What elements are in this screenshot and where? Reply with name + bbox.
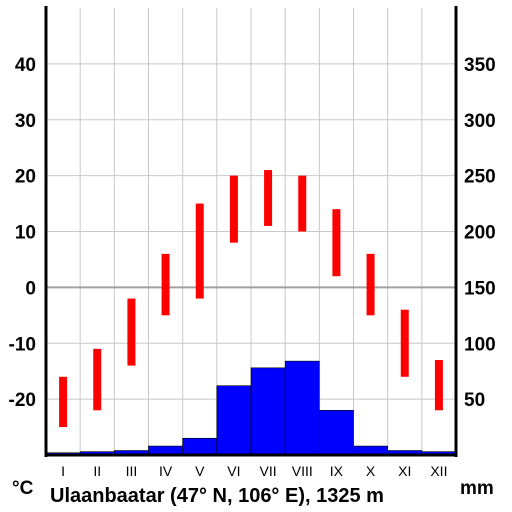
chart-title: Ulaanbaatar (47° N, 106° E), 1325 m bbox=[50, 485, 384, 507]
grid-lines bbox=[46, 8, 456, 455]
temperature-range-bar bbox=[93, 348, 102, 411]
precipitation-tick-label: 250 bbox=[464, 167, 496, 188]
temperature-range-bar bbox=[127, 298, 136, 366]
temperature-range-bar bbox=[59, 376, 68, 428]
month-tick-label: VIII bbox=[292, 463, 313, 479]
axes bbox=[44, 6, 458, 457]
temperature-range-bar bbox=[229, 175, 238, 243]
precipitation-bar bbox=[319, 409, 354, 456]
precipitation-bar bbox=[216, 385, 252, 456]
temperature-range-bar bbox=[332, 209, 341, 277]
temperature-tick-label: 0 bbox=[25, 278, 36, 299]
temperature-tick-label: 20 bbox=[15, 167, 36, 188]
precipitation-unit-label: mm bbox=[460, 478, 494, 499]
precipitation-tick-label: 350 bbox=[464, 55, 496, 76]
month-tick-label: IX bbox=[330, 463, 344, 479]
temperature-range-bar bbox=[195, 203, 204, 299]
precipitation-tick-labels: 50 100 150 200 250 300 350 bbox=[464, 55, 496, 411]
temperature-tick-label: -20 bbox=[9, 390, 36, 411]
month-tick-label: I bbox=[61, 463, 65, 479]
temperature-tick-label: 30 bbox=[15, 111, 36, 132]
month-tick-label: X bbox=[366, 463, 376, 479]
month-tick-label: II bbox=[93, 463, 101, 479]
temperature-range-bar bbox=[434, 360, 443, 411]
month-tick-label: VI bbox=[227, 463, 240, 479]
temperature-range-bar bbox=[298, 175, 307, 232]
precipitation-bar bbox=[250, 367, 286, 456]
temperature-range-bar bbox=[264, 170, 273, 226]
precipitation-bars bbox=[45, 360, 457, 456]
temperature-tick-label: 10 bbox=[15, 223, 36, 244]
month-tick-label: III bbox=[126, 463, 138, 479]
month-tick-labels: I II III IV V VI VII VIII IX X XI XII bbox=[61, 463, 447, 479]
temperature-range-bar bbox=[400, 309, 409, 377]
precipitation-bar bbox=[182, 437, 218, 456]
temperature-range-bar bbox=[366, 253, 375, 316]
precipitation-tick-label: 200 bbox=[464, 223, 496, 244]
month-tick-label: XII bbox=[430, 463, 447, 479]
month-tick-label: XI bbox=[398, 463, 411, 479]
precipitation-tick-label: 150 bbox=[464, 278, 496, 299]
precipitation-tick-label: 300 bbox=[464, 111, 496, 132]
month-tick-label: IV bbox=[159, 463, 173, 479]
temperature-tick-labels: -20 -10 0 10 20 30 40 bbox=[9, 55, 36, 411]
temperature-tick-label: -10 bbox=[9, 334, 36, 355]
temperature-tick-label: 40 bbox=[15, 55, 36, 76]
precipitation-bar bbox=[284, 360, 320, 456]
month-tick-label: VII bbox=[260, 463, 277, 479]
month-tick-label: V bbox=[195, 463, 205, 479]
temperature-range-bars bbox=[59, 170, 443, 428]
temperature-unit-label: °C bbox=[12, 478, 34, 499]
temperature-range-bar bbox=[161, 253, 170, 316]
precipitation-tick-label: 100 bbox=[464, 334, 496, 355]
precipitation-tick-label: 50 bbox=[464, 390, 485, 411]
